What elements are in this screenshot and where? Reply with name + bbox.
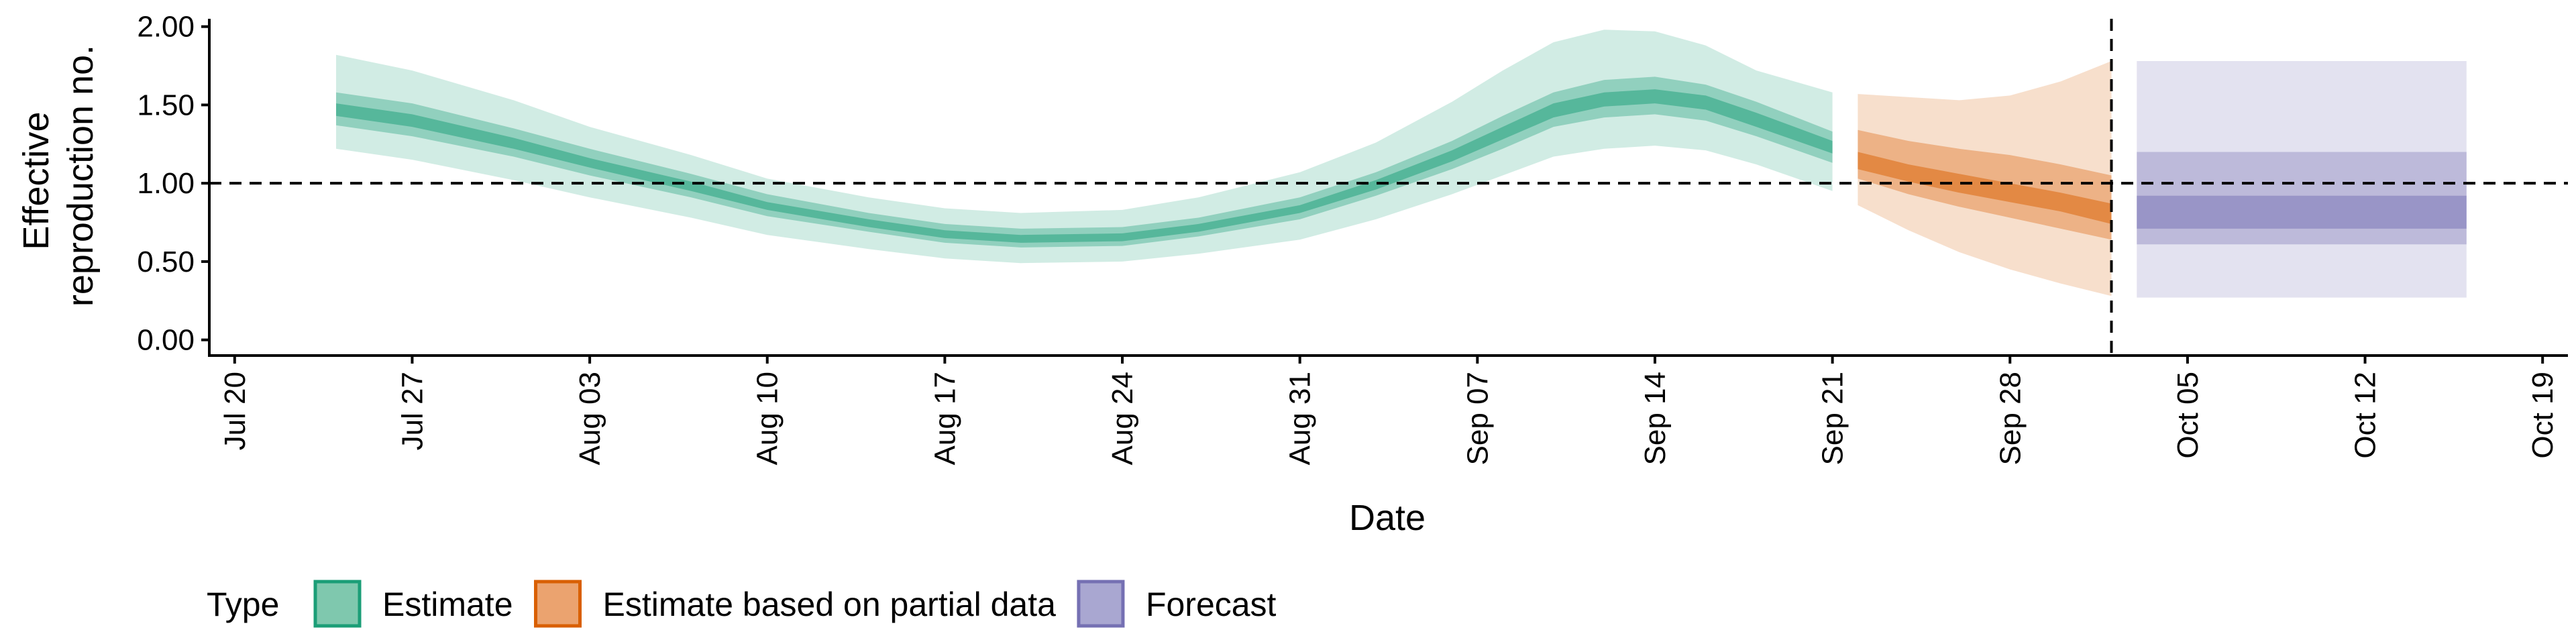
legend-label-estimate-based-on-partial-data: Estimate based on partial data: [603, 586, 1057, 623]
legend: Type Estimate Estimate based on partial d…: [207, 580, 1277, 628]
forecast-band-20: [2137, 195, 2467, 229]
axes: 0.00 0.50 1.00 1.50 2.00 Jul 20 Jul 27 Aug 03 Au…: [137, 11, 2568, 465]
x-tick-label: Aug 17: [928, 372, 961, 465]
y-axis-title-line-2: reproduction no.: [60, 45, 101, 307]
estimate-based-on-partial-data-band-20: [1858, 152, 2112, 224]
y-tick-label: 1.50: [137, 89, 195, 121]
y-tick-label: 1.00: [137, 167, 195, 200]
x-tick-label: Jul 27: [396, 372, 429, 450]
x-tick-label: Jul 20: [219, 372, 252, 450]
legend-key-forecast: [1077, 580, 1125, 628]
legend-label-forecast: Forecast: [1146, 586, 1277, 623]
x-tick-label: Sep 07: [1461, 372, 1494, 465]
estimate-band-90: [336, 30, 1833, 264]
y-axis-title: Effective reproduction no.: [16, 45, 101, 307]
forecast-band-90: [2137, 61, 2467, 298]
x-tick-label: Sep 14: [1639, 372, 1672, 465]
x-tick-label: Oct 05: [2171, 372, 2204, 459]
x-tick-label: Sep 21: [1817, 372, 1849, 465]
x-tick-label: Aug 24: [1106, 372, 1139, 465]
x-tick-label: Aug 31: [1284, 372, 1317, 465]
x-tick-label: Aug 10: [751, 372, 784, 465]
band-layer: [336, 30, 2467, 298]
estimate-band-20: [336, 89, 1833, 243]
legend-label-estimate: Estimate: [382, 586, 513, 623]
x-axis-title: Date: [1349, 498, 1426, 538]
y-tick-label: 0.50: [137, 246, 195, 278]
estimate-based-on-partial-data-band-90: [1858, 61, 2112, 297]
y-tick-label: 0.00: [137, 324, 195, 357]
y-axis-title-line-1: Effective: [16, 111, 56, 250]
legend-key-estimate: [313, 580, 362, 628]
legend-title: Type: [207, 586, 279, 623]
y-tick-label: 2.00: [137, 11, 195, 44]
reference-lines: [209, 19, 2568, 356]
x-tick-label: Sep 28: [1994, 372, 2027, 465]
x-tick-label: Oct 19: [2526, 372, 2559, 459]
x-tick-label: Aug 03: [574, 372, 606, 465]
legend-key-estimate-based-on-partial-data: [534, 580, 582, 628]
x-tick-label: Oct 12: [2349, 372, 2382, 459]
